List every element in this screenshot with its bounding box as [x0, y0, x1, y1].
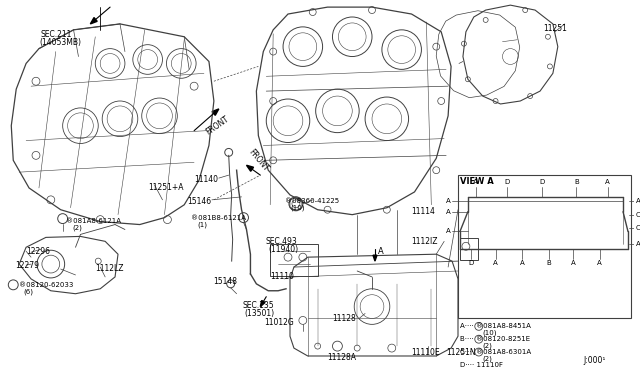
Text: A···· ®081A8-8451A: A···· ®081A8-8451A — [460, 323, 531, 329]
Text: (11940): (11940) — [268, 245, 298, 254]
Text: SEC.493: SEC.493 — [265, 237, 297, 246]
Text: ®08120-62033: ®08120-62033 — [19, 282, 74, 288]
Bar — [460, 238, 478, 260]
Text: ®08360-41225: ®08360-41225 — [285, 198, 339, 204]
Text: 1112LZ: 1112LZ — [95, 264, 124, 273]
Text: SEC.211: SEC.211 — [41, 30, 72, 39]
Text: D: D — [468, 260, 474, 266]
Text: 11114: 11114 — [412, 207, 435, 216]
Text: (2): (2) — [483, 355, 493, 362]
Bar — [270, 244, 317, 276]
Text: C···· ®081A8-6301A: C···· ®081A8-6301A — [460, 349, 531, 355]
Text: 15146: 15146 — [187, 197, 211, 206]
Text: A: A — [493, 260, 498, 266]
Text: D: D — [504, 179, 509, 185]
Text: J:000¹: J:000¹ — [584, 356, 606, 365]
Polygon shape — [260, 301, 265, 307]
Text: B···· ®08120-8251E: B···· ®08120-8251E — [460, 336, 530, 342]
Text: 11128A: 11128A — [328, 353, 356, 362]
Polygon shape — [212, 109, 219, 115]
Text: SEC.135: SEC.135 — [243, 301, 274, 310]
Text: B: B — [546, 260, 551, 266]
Text: D···· 11110F: D···· 11110F — [460, 362, 503, 368]
Text: A: A — [636, 241, 640, 247]
Polygon shape — [90, 17, 97, 24]
Text: (6): (6) — [23, 289, 33, 295]
Text: FRONT: FRONT — [246, 147, 270, 173]
Text: A: A — [446, 198, 451, 204]
Text: VIEW A: VIEW A — [460, 177, 493, 186]
Text: (2): (2) — [483, 342, 493, 349]
Text: A: A — [571, 260, 576, 266]
Text: A: A — [605, 179, 610, 185]
Text: (10): (10) — [290, 205, 305, 211]
Text: (13501): (13501) — [244, 308, 275, 318]
Text: D: D — [540, 179, 545, 185]
Text: 11128: 11128 — [332, 314, 356, 324]
Text: (10): (10) — [483, 329, 497, 336]
Polygon shape — [373, 255, 377, 261]
Text: (14053MB): (14053MB) — [39, 38, 81, 47]
Text: (1): (1) — [197, 222, 207, 228]
Text: ®081A8-6121A: ®081A8-6121A — [66, 218, 120, 224]
Text: 11012G: 11012G — [264, 318, 294, 327]
Text: 11110: 11110 — [270, 272, 294, 282]
Text: 12296: 12296 — [26, 247, 50, 256]
Text: C: C — [636, 212, 640, 218]
Text: (2): (2) — [72, 225, 83, 231]
Text: FRONT: FRONT — [204, 115, 230, 137]
Text: 15148: 15148 — [213, 277, 237, 286]
Text: A: A — [446, 209, 451, 215]
Text: A: A — [473, 179, 478, 185]
Text: 11140: 11140 — [194, 175, 218, 184]
Text: A: A — [636, 198, 640, 204]
Text: 11251: 11251 — [543, 24, 567, 33]
Text: A: A — [446, 228, 451, 234]
Text: ®081B8-6121A: ®081B8-6121A — [191, 215, 246, 221]
Text: A: A — [597, 260, 602, 266]
Text: C: C — [636, 225, 640, 231]
Text: A: A — [378, 247, 384, 256]
Text: 11251+A: 11251+A — [148, 183, 184, 192]
Text: B: B — [574, 179, 579, 185]
Text: 1112IZ: 1112IZ — [412, 237, 438, 246]
Polygon shape — [246, 165, 253, 171]
Text: 12279: 12279 — [15, 261, 39, 270]
Text: 11251N: 11251N — [446, 348, 476, 357]
Text: 11110E: 11110E — [412, 348, 440, 357]
Bar — [458, 175, 631, 318]
Text: A: A — [520, 260, 525, 266]
